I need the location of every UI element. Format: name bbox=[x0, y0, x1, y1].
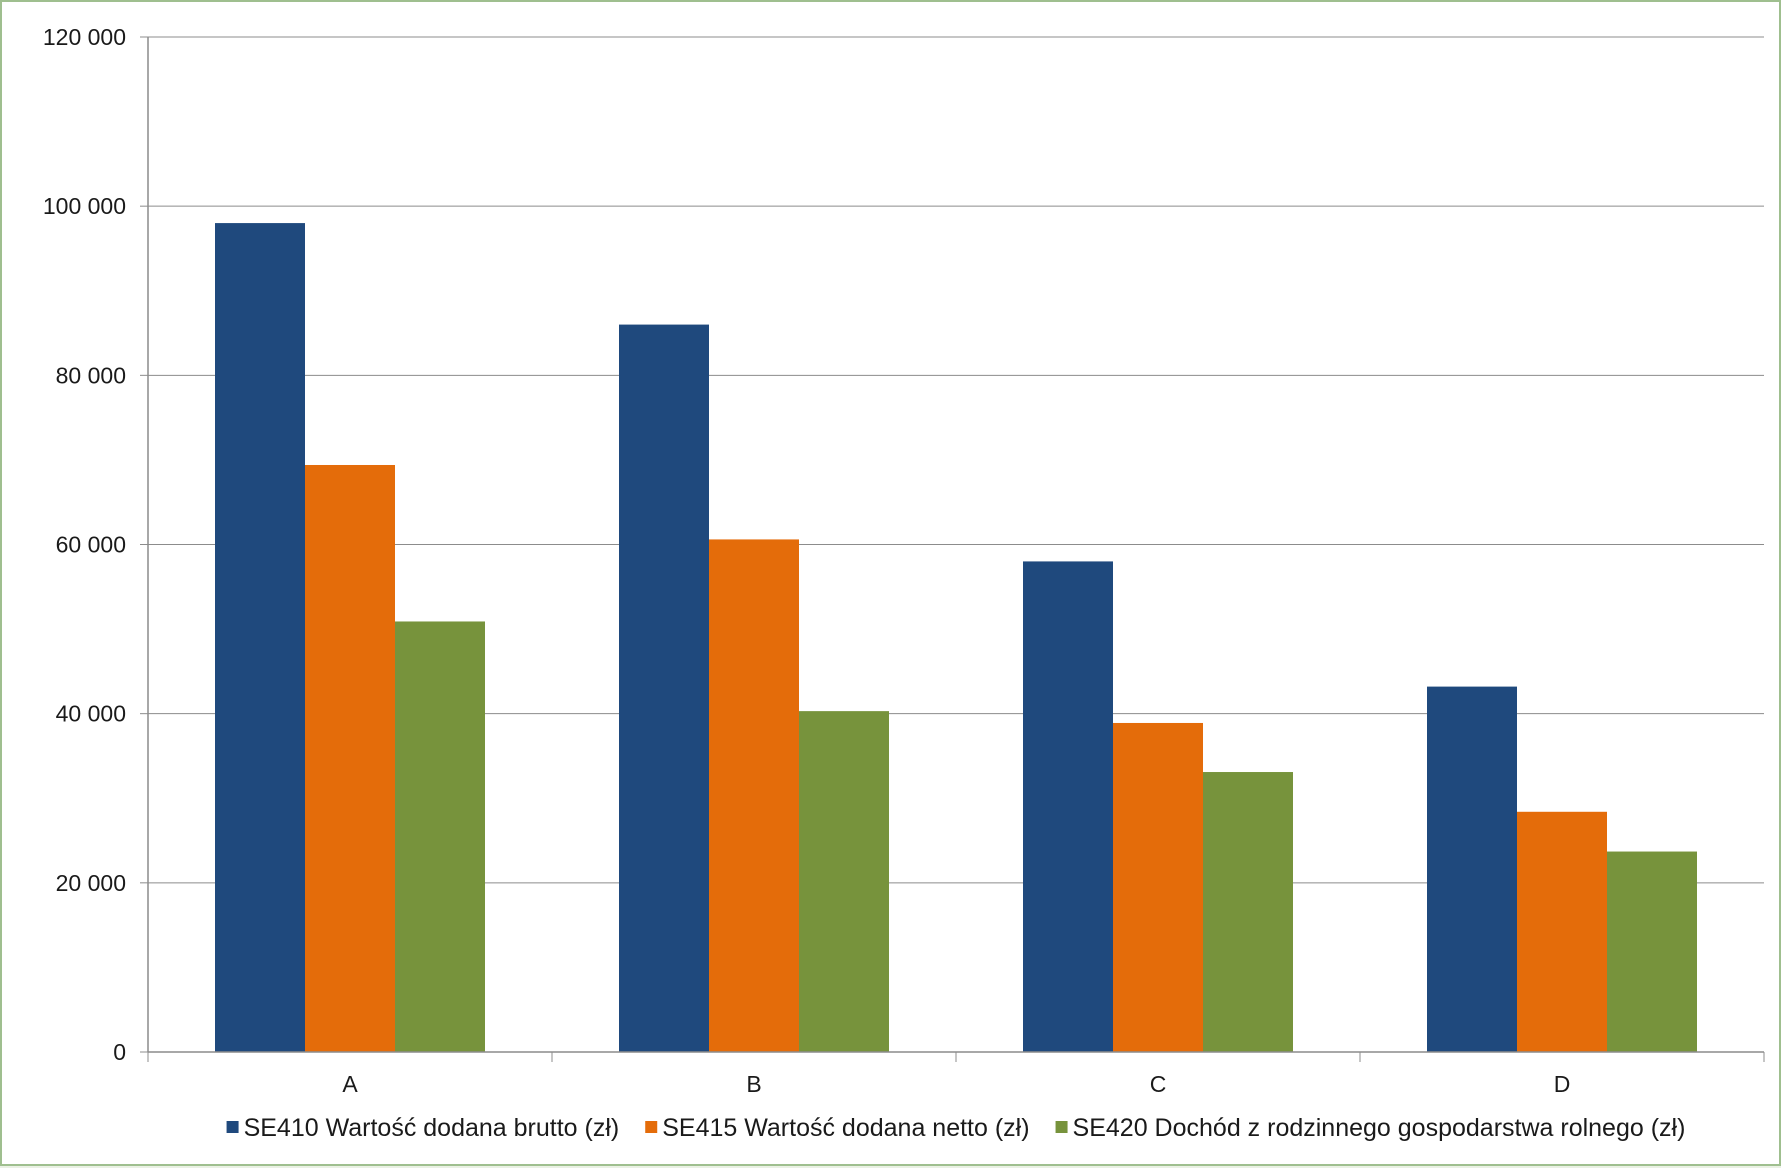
bar-b-series-1 bbox=[619, 324, 709, 1052]
legend-swatch bbox=[226, 1121, 239, 1133]
bar-a-series-1 bbox=[215, 223, 305, 1053]
bars bbox=[215, 223, 1697, 1053]
legend: SE410 Wartość dodana brutto (zł) SE415 Wa… bbox=[226, 1114, 1686, 1142]
x-tick-label: C bbox=[1150, 1071, 1167, 1097]
y-tick-label: 100 000 bbox=[43, 193, 126, 219]
legend-label: SE415 Wartość dodana netto (zł) bbox=[662, 1114, 1029, 1142]
y-tick-label: 40 000 bbox=[56, 701, 126, 727]
bar-d-series-1 bbox=[1427, 686, 1517, 1052]
y-tick-label: 120 000 bbox=[43, 24, 126, 50]
legend-item: SE410 Wartość dodana brutto (zł) bbox=[226, 1114, 620, 1142]
axes: 0 20 000 40 000 60 000 80 000 100 000 120 000 A… bbox=[43, 24, 1765, 1097]
legend-swatch bbox=[1055, 1121, 1068, 1133]
x-tick-label: D bbox=[1554, 1071, 1571, 1097]
bar-b-series-2 bbox=[709, 539, 799, 1052]
legend-label: SE410 Wartość dodana brutto (zł) bbox=[244, 1114, 620, 1142]
y-tick-label: 60 000 bbox=[56, 532, 126, 558]
bar-c-series-2 bbox=[1113, 722, 1203, 1052]
bar-d-series-2 bbox=[1517, 811, 1607, 1052]
bar-a-series-3 bbox=[395, 621, 485, 1052]
x-tick-label: A bbox=[342, 1071, 358, 1097]
bar-c-series-1 bbox=[1023, 561, 1113, 1052]
bar-a-series-2 bbox=[305, 464, 395, 1052]
legend-item: SE415 Wartość dodana netto (zł) bbox=[645, 1114, 1030, 1142]
bar-b-series-3 bbox=[799, 711, 889, 1052]
y-tick-label: 80 000 bbox=[56, 362, 126, 388]
bar-c-series-3 bbox=[1203, 772, 1293, 1052]
y-tick-label: 20 000 bbox=[56, 870, 126, 896]
bar-d-series-3 bbox=[1607, 851, 1697, 1052]
legend-label: SE420 Dochód z rodzinnego gospodarstwa r… bbox=[1073, 1114, 1686, 1142]
y-tick-label: 0 bbox=[113, 1039, 126, 1065]
legend-swatch bbox=[645, 1121, 658, 1133]
x-tick-label: B bbox=[746, 1071, 761, 1097]
legend-item: SE420 Dochód z rodzinnego gospodarstwa r… bbox=[1055, 1114, 1686, 1142]
